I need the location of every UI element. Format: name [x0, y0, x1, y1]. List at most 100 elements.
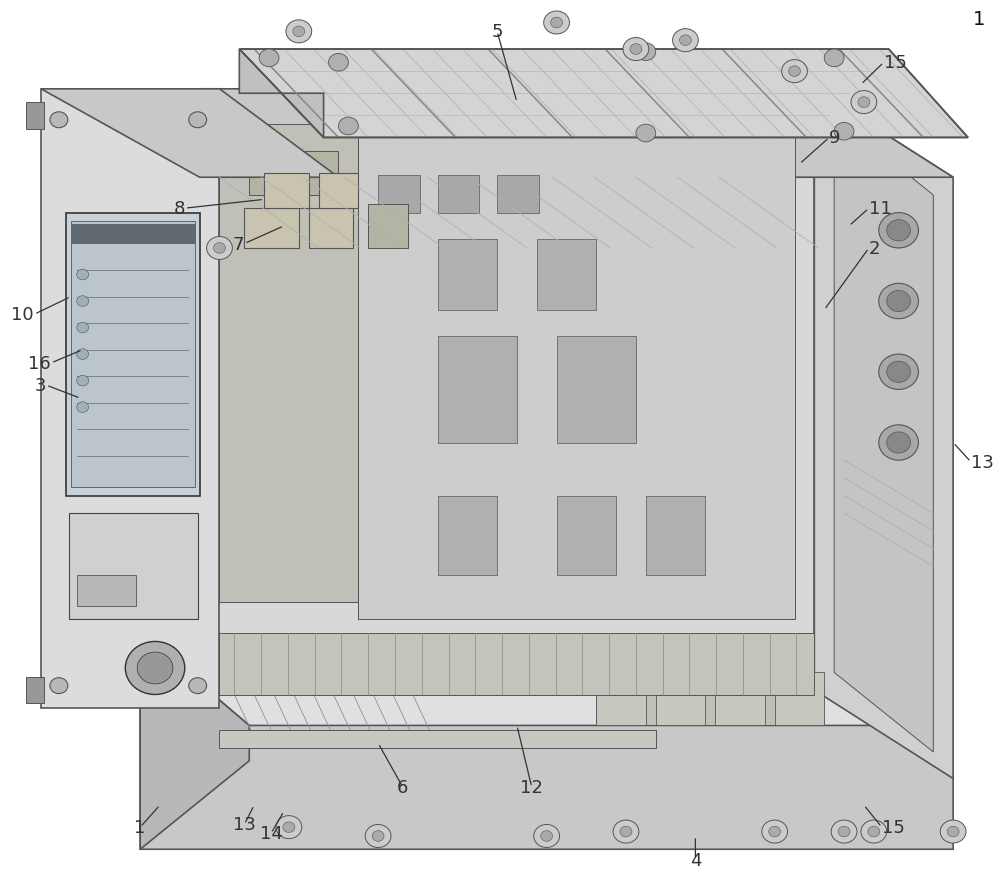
Circle shape — [887, 361, 911, 383]
Circle shape — [544, 12, 569, 35]
Bar — [26, 103, 44, 129]
Circle shape — [887, 221, 911, 242]
Circle shape — [636, 43, 656, 61]
Bar — [596, 672, 646, 726]
Circle shape — [286, 20, 312, 43]
Circle shape — [77, 376, 89, 386]
Bar — [646, 496, 705, 576]
Circle shape — [365, 825, 391, 848]
Bar — [497, 176, 539, 214]
Text: 6: 6 — [397, 779, 409, 797]
Polygon shape — [200, 89, 814, 637]
Bar — [264, 174, 309, 209]
Polygon shape — [834, 116, 933, 752]
Bar — [319, 174, 358, 209]
Circle shape — [879, 214, 918, 249]
Circle shape — [77, 323, 89, 333]
Bar — [596, 672, 666, 726]
Bar — [378, 176, 420, 214]
Circle shape — [940, 820, 966, 843]
Circle shape — [207, 237, 232, 260]
Circle shape — [259, 50, 279, 67]
Circle shape — [831, 820, 857, 843]
Circle shape — [851, 91, 877, 114]
Text: 7: 7 — [233, 236, 244, 253]
Circle shape — [887, 432, 911, 454]
Circle shape — [214, 244, 225, 254]
Text: 13: 13 — [233, 816, 256, 834]
Circle shape — [534, 825, 560, 848]
Text: 12: 12 — [520, 779, 543, 797]
Bar — [715, 672, 765, 726]
Text: 3: 3 — [35, 377, 46, 394]
Bar — [77, 576, 136, 606]
Polygon shape — [239, 50, 324, 138]
Polygon shape — [219, 125, 358, 602]
Circle shape — [50, 678, 68, 694]
Bar — [775, 672, 824, 726]
Text: 15: 15 — [884, 54, 907, 72]
Circle shape — [858, 97, 870, 108]
Circle shape — [623, 38, 649, 61]
Circle shape — [125, 641, 185, 695]
Text: 1: 1 — [972, 11, 985, 29]
Circle shape — [338, 118, 358, 136]
Bar — [368, 205, 408, 249]
Circle shape — [782, 60, 807, 83]
Polygon shape — [140, 633, 953, 726]
Bar — [309, 209, 353, 249]
Circle shape — [372, 831, 384, 842]
Circle shape — [329, 54, 348, 72]
Polygon shape — [41, 89, 338, 178]
Text: 8: 8 — [173, 200, 185, 218]
Circle shape — [293, 27, 305, 37]
Circle shape — [77, 297, 89, 307]
Circle shape — [77, 270, 89, 281]
Bar — [438, 496, 497, 576]
Bar — [438, 176, 479, 214]
Circle shape — [673, 29, 698, 52]
Polygon shape — [239, 50, 968, 138]
Circle shape — [762, 820, 788, 843]
Text: 2: 2 — [869, 240, 880, 258]
Polygon shape — [814, 89, 953, 779]
Circle shape — [838, 827, 850, 837]
Text: 16: 16 — [28, 354, 51, 372]
Text: 13: 13 — [971, 454, 994, 471]
Circle shape — [879, 354, 918, 390]
Bar — [557, 496, 616, 576]
Circle shape — [276, 816, 302, 839]
Circle shape — [551, 19, 563, 28]
Text: 5: 5 — [491, 23, 503, 42]
Circle shape — [137, 652, 173, 684]
Bar — [66, 214, 200, 496]
Polygon shape — [200, 89, 953, 178]
Circle shape — [541, 831, 553, 842]
Circle shape — [189, 678, 207, 694]
Bar — [676, 672, 745, 726]
Bar — [656, 672, 705, 726]
Circle shape — [789, 66, 800, 77]
Circle shape — [879, 425, 918, 461]
Circle shape — [879, 284, 918, 319]
Circle shape — [680, 35, 691, 46]
Text: 11: 11 — [869, 200, 892, 218]
Polygon shape — [41, 89, 219, 708]
Circle shape — [636, 125, 656, 143]
Circle shape — [77, 349, 89, 360]
Circle shape — [824, 50, 844, 67]
Circle shape — [613, 820, 639, 843]
Text: 9: 9 — [829, 129, 841, 147]
Circle shape — [861, 820, 887, 843]
Bar — [755, 672, 814, 726]
Bar — [438, 240, 497, 310]
Circle shape — [630, 44, 642, 55]
Text: 15: 15 — [882, 818, 905, 836]
Bar — [219, 730, 656, 748]
Bar — [299, 152, 338, 196]
Circle shape — [887, 291, 911, 312]
Polygon shape — [140, 633, 953, 850]
Text: 1: 1 — [134, 818, 146, 836]
Circle shape — [50, 113, 68, 128]
Bar — [249, 152, 289, 196]
